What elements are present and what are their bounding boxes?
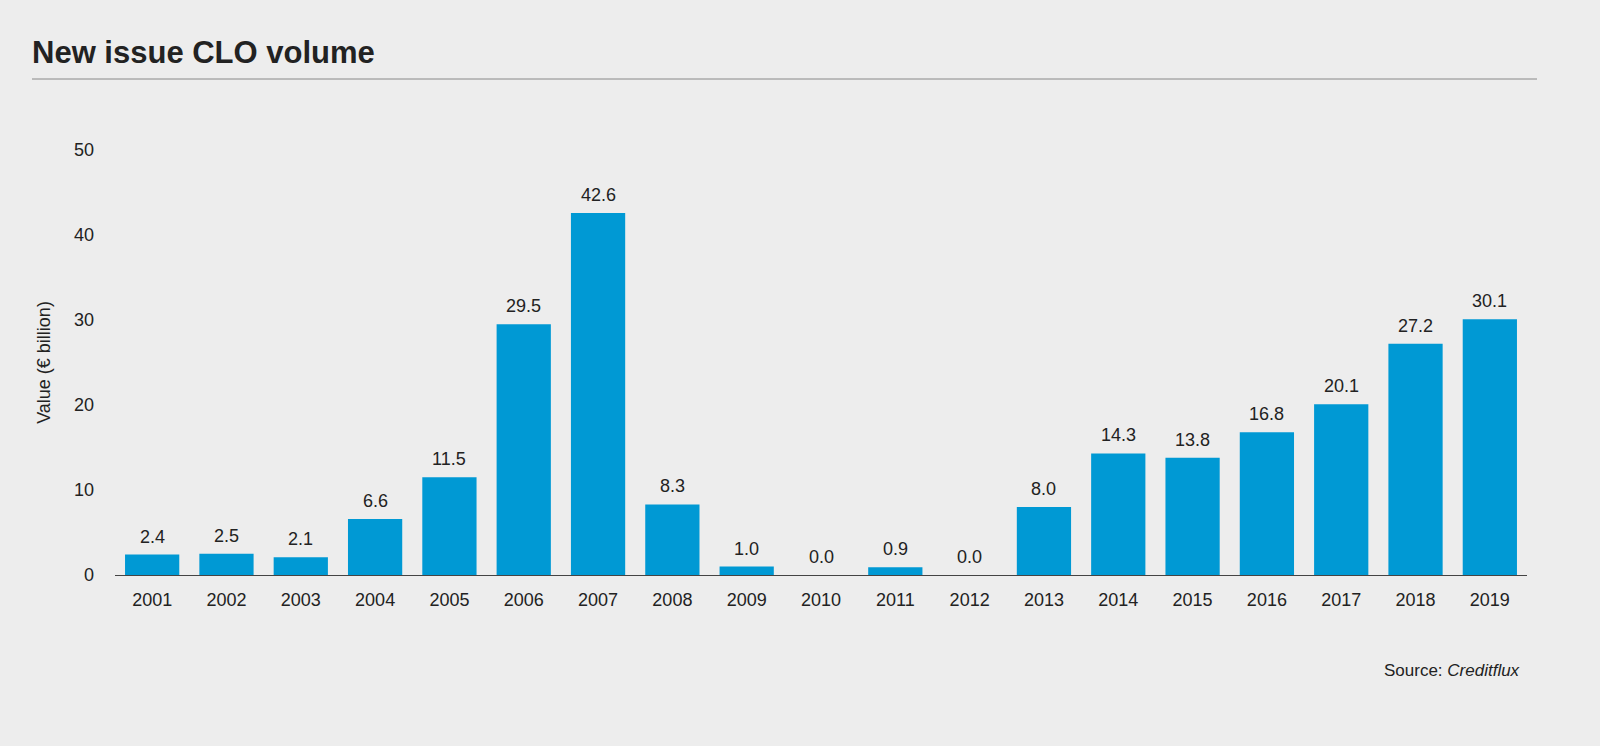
svg-text:2007: 2007 xyxy=(578,590,618,610)
svg-text:6.6: 6.6 xyxy=(363,491,388,511)
svg-text:1.0: 1.0 xyxy=(734,539,759,559)
svg-text:2014: 2014 xyxy=(1098,590,1138,610)
svg-text:Source: Creditflux: Source: Creditflux xyxy=(1384,661,1520,680)
svg-text:40: 40 xyxy=(74,225,94,245)
svg-text:2009: 2009 xyxy=(727,590,767,610)
svg-text:42.6: 42.6 xyxy=(581,185,616,205)
svg-text:8.3: 8.3 xyxy=(660,476,685,496)
svg-text:2019: 2019 xyxy=(1470,590,1510,610)
svg-text:2012: 2012 xyxy=(950,590,990,610)
svg-text:16.8: 16.8 xyxy=(1249,404,1284,424)
svg-text:20.1: 20.1 xyxy=(1324,376,1359,396)
svg-text:2015: 2015 xyxy=(1173,590,1213,610)
svg-text:0.0: 0.0 xyxy=(809,547,834,567)
svg-text:27.2: 27.2 xyxy=(1398,316,1433,336)
svg-text:2.4: 2.4 xyxy=(140,527,165,547)
svg-text:29.5: 29.5 xyxy=(506,296,541,316)
svg-text:2003: 2003 xyxy=(281,590,321,610)
svg-text:2017: 2017 xyxy=(1321,590,1361,610)
svg-text:30: 30 xyxy=(74,310,94,330)
svg-text:10: 10 xyxy=(74,480,94,500)
svg-text:0: 0 xyxy=(84,565,94,585)
svg-text:2013: 2013 xyxy=(1024,590,1064,610)
svg-text:2006: 2006 xyxy=(504,590,544,610)
svg-text:2016: 2016 xyxy=(1247,590,1287,610)
svg-text:Value (€ billion): Value (€ billion) xyxy=(34,301,54,424)
svg-text:2.1: 2.1 xyxy=(288,529,313,549)
svg-text:2004: 2004 xyxy=(355,590,395,610)
svg-text:2001: 2001 xyxy=(132,590,172,610)
svg-text:New issue CLO volume: New issue CLO volume xyxy=(32,35,375,70)
svg-text:20: 20 xyxy=(74,395,94,415)
svg-text:2005: 2005 xyxy=(429,590,469,610)
svg-text:2.5: 2.5 xyxy=(214,526,239,546)
svg-text:11.5: 11.5 xyxy=(432,449,466,469)
svg-text:50: 50 xyxy=(74,140,94,160)
svg-text:14.3: 14.3 xyxy=(1101,425,1136,445)
svg-text:13.8: 13.8 xyxy=(1175,430,1210,450)
svg-text:2010: 2010 xyxy=(801,590,841,610)
svg-text:2011: 2011 xyxy=(876,590,915,610)
svg-text:0.9: 0.9 xyxy=(883,539,908,559)
svg-text:2002: 2002 xyxy=(206,590,246,610)
svg-text:8.0: 8.0 xyxy=(1031,479,1056,499)
svg-text:2008: 2008 xyxy=(652,590,692,610)
svg-text:0.0: 0.0 xyxy=(957,547,982,567)
svg-text:2018: 2018 xyxy=(1396,590,1436,610)
svg-text:30.1: 30.1 xyxy=(1472,291,1507,311)
